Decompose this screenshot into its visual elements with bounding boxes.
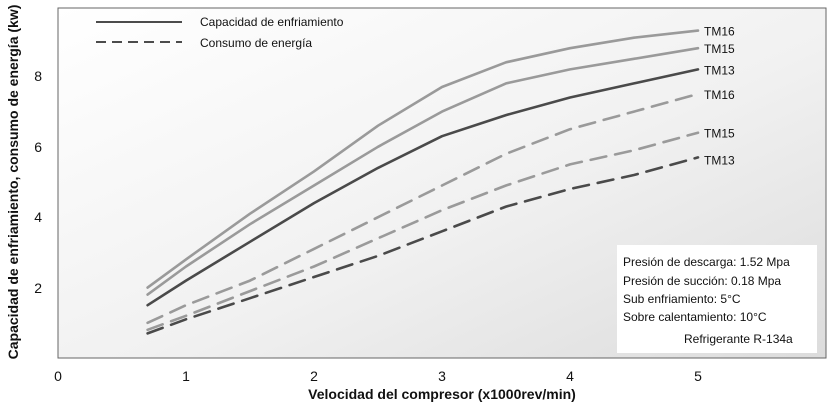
series-line-energy-tm15 [146,131,700,332]
series-line-capacity-tm13 [146,68,700,307]
condition-text: Presión de descarga: 1.52 Mpa [623,255,790,269]
series-end-label: TM13 [704,63,735,77]
y-tick-label: 2 [34,280,42,296]
x-tick-label: 1 [182,368,190,384]
series-end-label: TM15 [704,127,735,141]
x-tick-label: 5 [694,368,702,384]
series-line-energy-tm13 [146,156,700,335]
condition-text: Refrigerante R-134a [684,332,793,346]
series-line-energy-tm16 [146,92,700,325]
conditions-box [617,245,817,353]
legend-label: Consumo de energía [200,36,312,50]
series-line-capacity-tm16 [146,29,700,289]
y-tick-label: 8 [34,68,42,84]
condition-text: Presión de succión: 0.18 Mpa [623,274,781,288]
series-line-capacity-tm15 [146,46,700,296]
y-tick-label: 4 [34,209,42,225]
series-end-label: TM16 [704,25,735,39]
x-axis-title: Velocidad del compresor (x1000rev/min) [308,386,576,402]
legend-label: Capacidad de enfriamiento [200,15,344,29]
x-tick-label: 0 [54,368,62,384]
y-axis-title: Capacidad de enfriamiento, consumo de en… [5,5,21,360]
series-end-label: TM15 [704,42,735,56]
x-tick-label: 2 [310,368,318,384]
y-tick-label: 6 [34,139,42,155]
x-tick-label: 3 [438,368,446,384]
condition-text: Sub enfriamiento: 5°C [623,292,741,306]
x-tick-label: 4 [566,368,574,384]
condition-text: Sobre calentamiento: 10°C [623,310,767,324]
series-end-label: TM13 [704,153,735,167]
series-layer: TM16 TM15 TM13 TM16 TM15 TM13 [146,25,735,335]
series-end-label: TM16 [704,88,735,102]
